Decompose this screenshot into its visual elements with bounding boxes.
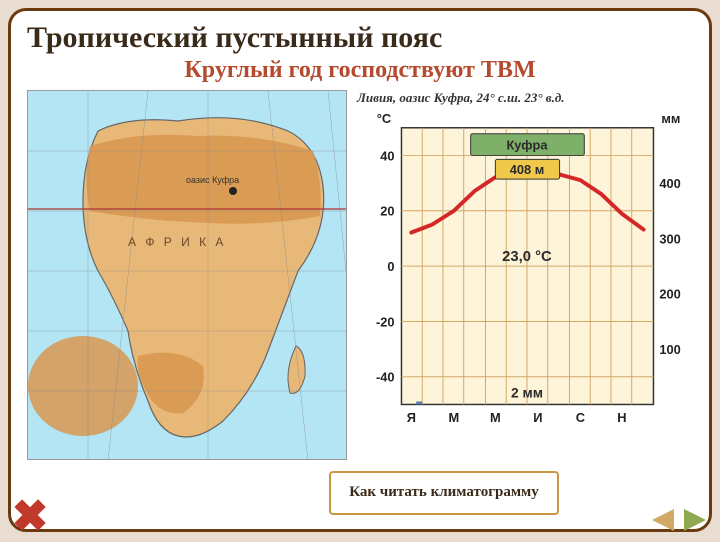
close-button[interactable]: ✖ (6, 492, 54, 540)
ltick-4: -40 (376, 370, 395, 385)
climatogram-svg: °С мм 40 20 0 -20 -40 400 300 200 100 Ку (357, 106, 693, 446)
ltick-1: 20 (380, 204, 394, 219)
month-3: И (533, 410, 542, 425)
rtick-2: 200 (659, 287, 680, 302)
close-icon: ✖ (12, 491, 49, 542)
badge-elevation: 408 м (510, 162, 544, 177)
africa-map: оазис Куфра А Ф Р И К А (27, 90, 347, 460)
ltick-0: 40 (380, 148, 394, 163)
ltick-2: 0 (387, 259, 394, 274)
kufra-point (229, 187, 237, 195)
climatogram: Ливия, оазис Куфра, 24° с.ш. 23° в.д. (357, 90, 693, 460)
precip-total-label: 2 мм (511, 385, 543, 401)
month-2: М (490, 410, 501, 425)
slide-frame: Тропический пустынный пояс Круглый год г… (8, 8, 712, 532)
arrow-left-icon (652, 509, 674, 531)
kufra-label: оазис Куфра (186, 175, 239, 185)
africa-spread-label: А Ф Р И К А (128, 235, 226, 249)
badge-location: Куфра (506, 138, 548, 153)
month-1: М (449, 410, 460, 425)
ltick-3: -20 (376, 314, 395, 329)
content-row: оазис Куфра А Ф Р И К А Ливия, оазис Куф… (27, 90, 693, 460)
precip-bar (416, 402, 422, 405)
rtick-1: 300 (659, 231, 680, 246)
chart-location-title: Ливия, оазис Куфра, 24° с.ш. 23° в.д. (357, 90, 693, 106)
slide-subtitle: Круглый год господствуют ТВМ (27, 57, 693, 84)
next-button[interactable] (680, 506, 710, 534)
month-0: Я (407, 410, 416, 425)
left-unit: °С (377, 111, 391, 126)
slide-title: Тропический пустынный пояс (27, 21, 693, 55)
rtick-0: 400 (659, 176, 680, 191)
month-5: Н (617, 410, 626, 425)
month-4: С (576, 410, 585, 425)
nav-controls (648, 506, 710, 534)
desert-sw-lobe (28, 336, 138, 436)
rtick-3: 100 (659, 342, 680, 357)
arrow-right-icon (684, 509, 706, 531)
prev-button[interactable] (648, 506, 678, 534)
right-unit: мм (661, 111, 680, 126)
avg-temp-label: 23,0 °С (502, 249, 552, 265)
how-to-read-button[interactable]: Как читать климатограмму (329, 471, 559, 515)
button-label: Как читать климатограмму (349, 484, 539, 501)
map-svg: оазис Куфра А Ф Р И К А (28, 91, 347, 460)
